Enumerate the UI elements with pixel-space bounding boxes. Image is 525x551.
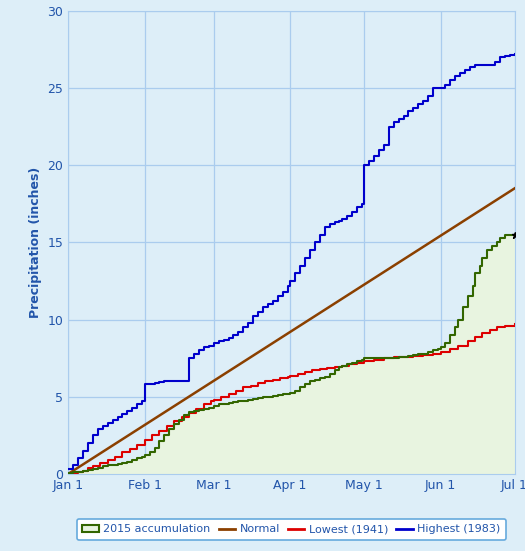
Y-axis label: Precipitation (inches): Precipitation (inches) <box>29 167 42 318</box>
Legend: 2015 accumulation, Normal, Lowest (1941), Highest (1983): 2015 accumulation, Normal, Lowest (1941)… <box>77 519 506 540</box>
